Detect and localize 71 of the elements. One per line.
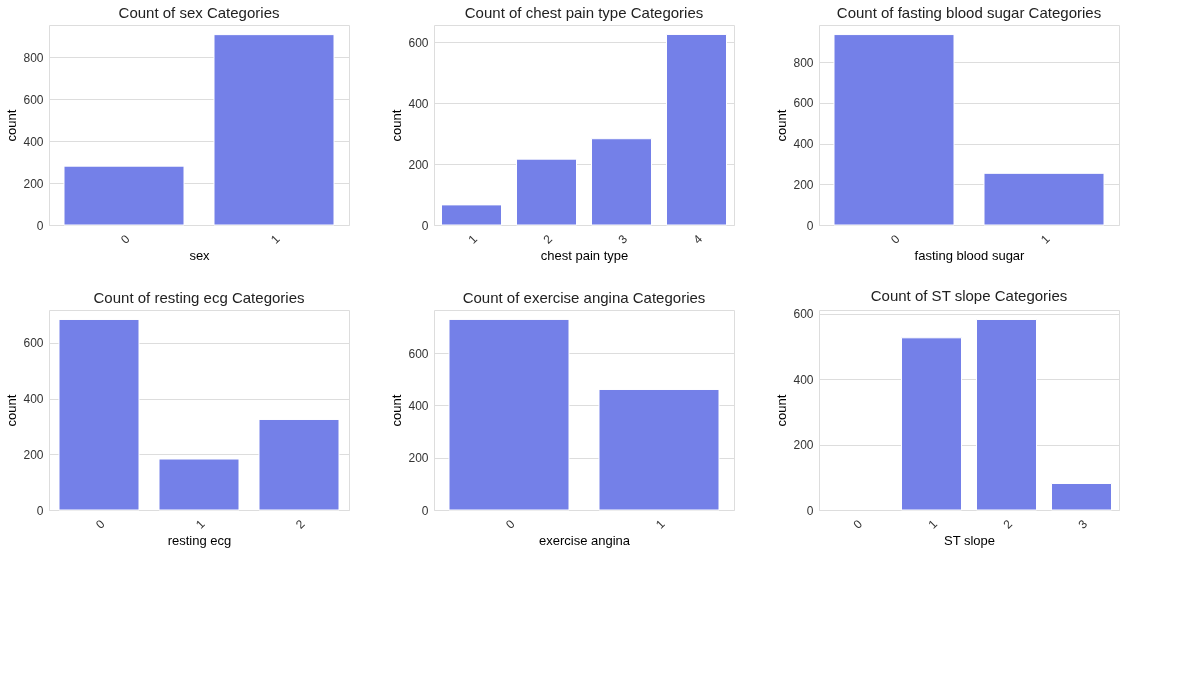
x-tick-label: 1 <box>465 231 481 247</box>
chart-title: Count of ST slope Categories <box>870 286 1068 304</box>
x-tick-label: 0 <box>502 516 518 532</box>
y-axis-title: count <box>389 109 405 142</box>
bar <box>976 318 1037 511</box>
y-tick-label: 800 <box>793 55 814 70</box>
y-tick-label: 400 <box>408 96 429 111</box>
y-tick-label: 400 <box>23 392 44 407</box>
x-tick-label: 1 <box>192 516 208 532</box>
y-tick-label: 600 <box>408 35 429 50</box>
y-axis-title: count <box>4 394 20 427</box>
x-tick-label: 2 <box>1000 516 1016 532</box>
x-axis-title: ST slope <box>943 533 996 548</box>
y-tick-label: 600 <box>23 336 44 351</box>
chart-title: Count of resting ecg Categories <box>93 289 305 306</box>
bar <box>258 418 340 511</box>
y-tick-label: 0 <box>421 503 429 518</box>
y-tick-label: 200 <box>793 177 814 192</box>
chart-title: Count of chest pain type Categories <box>464 4 704 21</box>
y-tick-label: 800 <box>23 50 44 65</box>
y-axis-title: count <box>389 394 405 427</box>
x-tick-label: 4 <box>690 231 706 247</box>
y-tick-label: 600 <box>793 96 814 111</box>
x-tick-label: 0 <box>92 516 108 532</box>
y-tick-label: 400 <box>793 137 814 152</box>
x-axis-title: exercise angina <box>538 533 631 548</box>
y-tick-label: 600 <box>23 92 44 107</box>
x-tick-label: 0 <box>850 516 866 532</box>
y-axis-title: count <box>4 109 20 142</box>
y-tick-label: 200 <box>408 157 429 172</box>
chart-title: Count of exercise angina Categories <box>462 289 706 306</box>
x-tick-label: 1 <box>652 516 668 532</box>
y-tick-label: 0 <box>421 218 429 233</box>
y-tick-label: 200 <box>23 176 44 191</box>
x-axis-title: resting ecg <box>167 533 232 548</box>
y-tick-label: 400 <box>793 372 814 387</box>
bar <box>1051 482 1112 511</box>
bar <box>901 337 962 511</box>
y-tick-label: 200 <box>23 447 44 462</box>
y-tick-label: 600 <box>408 346 429 361</box>
x-axis-title: sex <box>189 248 211 263</box>
x-tick-label: 2 <box>540 231 556 247</box>
y-tick-label: 200 <box>408 451 429 466</box>
y-tick-label: 0 <box>806 503 814 518</box>
y-tick-label: 0 <box>36 503 44 518</box>
x-tick-label: 1 <box>925 516 941 532</box>
x-tick-label: 0 <box>117 231 133 247</box>
y-tick-label: 400 <box>408 398 429 413</box>
chart-title: Count of sex Categories <box>118 4 280 21</box>
y-axis-title: count <box>774 109 790 142</box>
chart-title: Count of fasting blood sugar Categories <box>836 4 1102 21</box>
x-tick-label: 1 <box>267 231 283 247</box>
y-tick-label: 200 <box>793 438 814 453</box>
bar <box>158 458 240 511</box>
bar <box>516 158 577 226</box>
x-axis-title: fasting blood sugar <box>914 248 1026 263</box>
bar <box>666 33 727 226</box>
x-tick-label: 2 <box>292 516 308 532</box>
x-tick-label: 3 <box>1075 516 1091 532</box>
y-tick-label: 400 <box>23 134 44 149</box>
bar <box>441 204 502 226</box>
y-axis-title: count <box>774 394 790 427</box>
x-axis-title: chest pain type <box>540 248 629 263</box>
x-tick-label: 1 <box>1037 231 1053 247</box>
bar <box>58 318 140 511</box>
y-tick-label: 0 <box>36 218 44 233</box>
x-tick-label: 0 <box>887 231 903 247</box>
y-tick-label: 600 <box>793 307 814 322</box>
y-tick-label: 0 <box>806 218 814 233</box>
bar <box>591 138 652 226</box>
x-tick-label: 3 <box>615 231 631 247</box>
